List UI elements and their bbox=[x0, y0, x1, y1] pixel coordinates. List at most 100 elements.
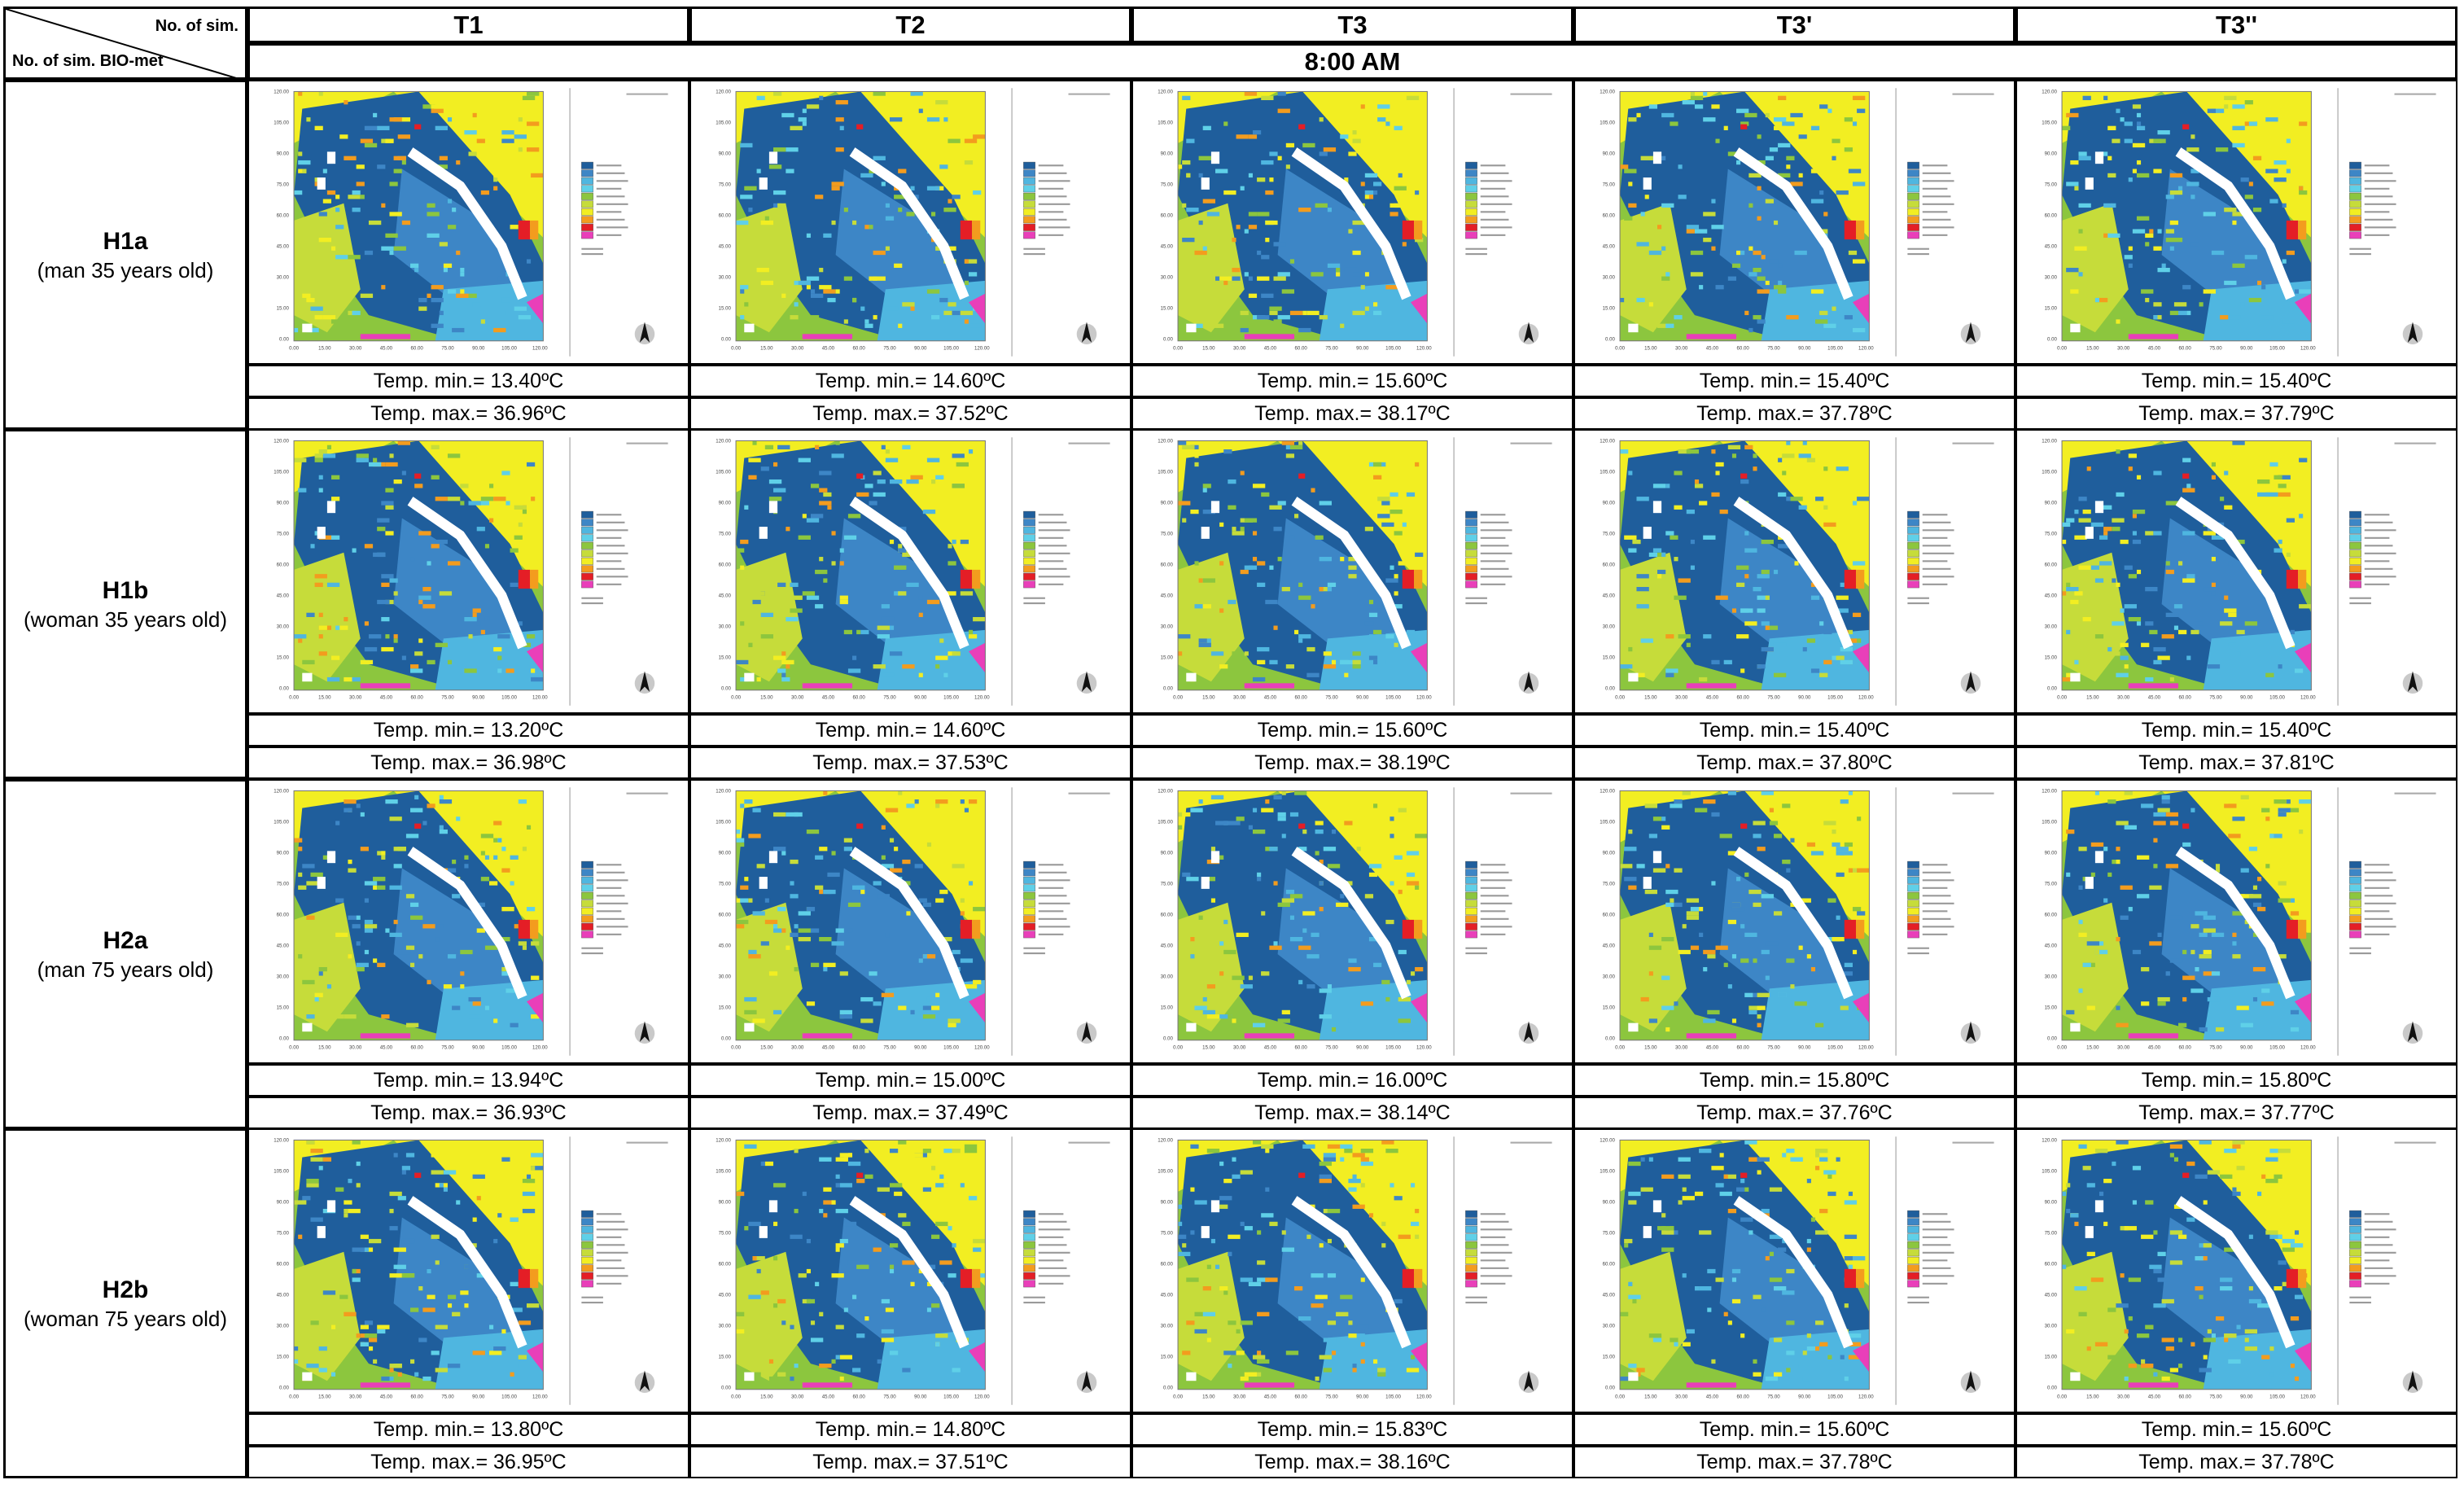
svg-text:90.00: 90.00 bbox=[719, 501, 732, 506]
svg-text:30.00: 30.00 bbox=[2045, 275, 2058, 281]
svg-text:60.00: 60.00 bbox=[1161, 1262, 1174, 1268]
svg-text:60.00: 60.00 bbox=[719, 913, 732, 918]
svg-text:0.00: 0.00 bbox=[731, 694, 741, 700]
svg-text:105.00: 105.00 bbox=[1158, 120, 1173, 126]
svg-text:0.00: 0.00 bbox=[721, 686, 731, 692]
svg-text:105.00: 105.00 bbox=[716, 1169, 731, 1175]
svg-text:90.00: 90.00 bbox=[472, 694, 485, 700]
svg-text:0.00: 0.00 bbox=[279, 337, 289, 343]
svg-text:45.00: 45.00 bbox=[1706, 345, 1719, 351]
svg-text:60.00: 60.00 bbox=[1603, 213, 1616, 219]
temp-min: Temp. min.= 15.80ºC bbox=[1573, 1064, 2015, 1097]
svg-text:45.00: 45.00 bbox=[719, 1293, 732, 1298]
svg-text:120.00: 120.00 bbox=[2300, 345, 2316, 351]
svg-text:15.00: 15.00 bbox=[1603, 655, 1616, 661]
svg-text:90.00: 90.00 bbox=[1356, 1394, 1369, 1399]
svg-text:0.00: 0.00 bbox=[1605, 337, 1615, 343]
temp-min: Temp. min.= 14.60ºC bbox=[689, 714, 1131, 746]
svg-text:120.00: 120.00 bbox=[1600, 89, 1615, 94]
svg-text:30.00: 30.00 bbox=[791, 694, 804, 700]
svg-text:45.00: 45.00 bbox=[822, 1394, 835, 1399]
svg-text:15.00: 15.00 bbox=[719, 1355, 732, 1360]
svg-text:15.00: 15.00 bbox=[2086, 1394, 2099, 1399]
svg-text:120.00: 120.00 bbox=[1416, 1394, 1432, 1399]
svg-text:60.00: 60.00 bbox=[2045, 913, 2058, 918]
temp-max: Temp. max.= 36.96ºC bbox=[247, 397, 689, 430]
svg-text:90.00: 90.00 bbox=[1603, 501, 1616, 506]
temp-max: Temp. max.= 37.80ºC bbox=[1573, 746, 2015, 779]
pet-map-image: 0.00 0.00 15.00 15.00 30.00 30.00 45.00 45.00 60… bbox=[1136, 784, 1569, 1059]
svg-text:0.00: 0.00 bbox=[731, 1044, 741, 1050]
svg-text:90.00: 90.00 bbox=[914, 694, 927, 700]
svg-text:60.00: 60.00 bbox=[1161, 563, 1174, 568]
svg-text:60.00: 60.00 bbox=[1161, 213, 1174, 219]
svg-text:15.00: 15.00 bbox=[760, 1394, 773, 1399]
pet-map-h2a-col1: 0.00 0.00 15.00 15.00 30.00 30.00 45.00 45.00 60… bbox=[247, 779, 689, 1064]
svg-text:60.00: 60.00 bbox=[2045, 1262, 2058, 1268]
svg-text:90.00: 90.00 bbox=[2045, 151, 2058, 157]
svg-text:30.00: 30.00 bbox=[2045, 1324, 2058, 1329]
svg-text:30.00: 30.00 bbox=[2045, 974, 2058, 980]
pet-map-h2b-col5: 0.00 0.00 15.00 15.00 30.00 30.00 45.00 45.00 60… bbox=[2015, 1128, 2457, 1413]
pet-map-h2b-col3: 0.00 0.00 15.00 15.00 30.00 30.00 45.00 45.00 60… bbox=[1131, 1128, 1573, 1413]
svg-text:90.00: 90.00 bbox=[914, 1044, 927, 1050]
svg-text:75.00: 75.00 bbox=[1161, 182, 1174, 188]
svg-text:75.00: 75.00 bbox=[2209, 1394, 2222, 1399]
svg-text:75.00: 75.00 bbox=[277, 532, 290, 537]
svg-text:75.00: 75.00 bbox=[719, 1231, 732, 1237]
svg-text:75.00: 75.00 bbox=[1603, 1231, 1616, 1237]
row-label-h2b: H2b (woman 75 years old) bbox=[3, 1128, 247, 1478]
svg-text:60.00: 60.00 bbox=[411, 694, 424, 700]
svg-text:90.00: 90.00 bbox=[2240, 345, 2253, 351]
svg-text:75.00: 75.00 bbox=[2209, 694, 2222, 700]
pet-map-image: 0.00 0.00 15.00 15.00 30.00 30.00 45.00 45.00 60… bbox=[2020, 784, 2453, 1059]
svg-text:45.00: 45.00 bbox=[822, 1044, 835, 1050]
svg-text:45.00: 45.00 bbox=[1706, 1394, 1719, 1399]
svg-text:120.00: 120.00 bbox=[274, 89, 289, 94]
svg-text:45.00: 45.00 bbox=[1603, 944, 1616, 949]
corner-diagonal bbox=[6, 9, 237, 77]
pet-map-image: 0.00 0.00 15.00 15.00 30.00 30.00 45.00 45.00 60… bbox=[252, 434, 685, 709]
svg-text:45.00: 45.00 bbox=[2045, 944, 2058, 949]
svg-text:0.00: 0.00 bbox=[1615, 694, 1625, 700]
column-header-5: T3'' bbox=[2015, 7, 2457, 43]
svg-text:0.00: 0.00 bbox=[2047, 337, 2057, 343]
svg-text:90.00: 90.00 bbox=[1161, 501, 1174, 506]
temp-max: Temp. max.= 37.53ºC bbox=[689, 746, 1131, 779]
svg-text:120.00: 120.00 bbox=[716, 1137, 731, 1143]
svg-text:105.00: 105.00 bbox=[274, 120, 289, 126]
svg-text:15.00: 15.00 bbox=[2045, 1355, 2058, 1360]
svg-text:60.00: 60.00 bbox=[719, 213, 732, 219]
svg-text:75.00: 75.00 bbox=[441, 345, 454, 351]
svg-text:30.00: 30.00 bbox=[2117, 1044, 2130, 1050]
svg-text:120.00: 120.00 bbox=[2300, 1394, 2316, 1399]
svg-text:60.00: 60.00 bbox=[1737, 345, 1750, 351]
temp-min: Temp. min.= 15.80ºC bbox=[2015, 1064, 2457, 1097]
svg-text:105.00: 105.00 bbox=[1827, 1044, 1843, 1050]
svg-text:75.00: 75.00 bbox=[2209, 1044, 2222, 1050]
temp-max: Temp. max.= 36.95ºC bbox=[247, 1446, 689, 1478]
svg-text:15.00: 15.00 bbox=[1644, 1044, 1657, 1050]
svg-text:75.00: 75.00 bbox=[2045, 1231, 2058, 1237]
svg-text:60.00: 60.00 bbox=[2179, 694, 2192, 700]
svg-text:60.00: 60.00 bbox=[1737, 694, 1750, 700]
svg-text:120.00: 120.00 bbox=[2042, 788, 2057, 794]
pet-map-image: 0.00 0.00 15.00 15.00 30.00 30.00 45.00 45.00 60… bbox=[694, 1133, 1127, 1408]
svg-text:75.00: 75.00 bbox=[883, 1044, 896, 1050]
svg-text:15.00: 15.00 bbox=[760, 345, 773, 351]
svg-text:120.00: 120.00 bbox=[974, 1044, 990, 1050]
svg-text:0.00: 0.00 bbox=[1605, 686, 1615, 692]
pet-map-image: 0.00 0.00 15.00 15.00 30.00 30.00 45.00 45.00 60… bbox=[252, 85, 685, 360]
pet-map-image: 0.00 0.00 15.00 15.00 30.00 30.00 45.00 45.00 60… bbox=[2020, 434, 2453, 709]
temp-max: Temp. max.= 37.52ºC bbox=[689, 397, 1131, 430]
svg-text:30.00: 30.00 bbox=[1161, 1324, 1174, 1329]
svg-text:45.00: 45.00 bbox=[1706, 694, 1719, 700]
svg-text:15.00: 15.00 bbox=[1644, 345, 1657, 351]
svg-text:0.00: 0.00 bbox=[289, 345, 299, 351]
pet-map-image: 0.00 0.00 15.00 15.00 30.00 30.00 45.00 45.00 60… bbox=[252, 1133, 685, 1408]
svg-text:90.00: 90.00 bbox=[277, 501, 290, 506]
svg-text:0.00: 0.00 bbox=[1615, 1044, 1625, 1050]
pet-map-image: 0.00 0.00 15.00 15.00 30.00 30.00 45.00 45.00 60… bbox=[1136, 85, 1569, 360]
svg-text:105.00: 105.00 bbox=[2042, 820, 2057, 825]
svg-text:120.00: 120.00 bbox=[1858, 1394, 1874, 1399]
